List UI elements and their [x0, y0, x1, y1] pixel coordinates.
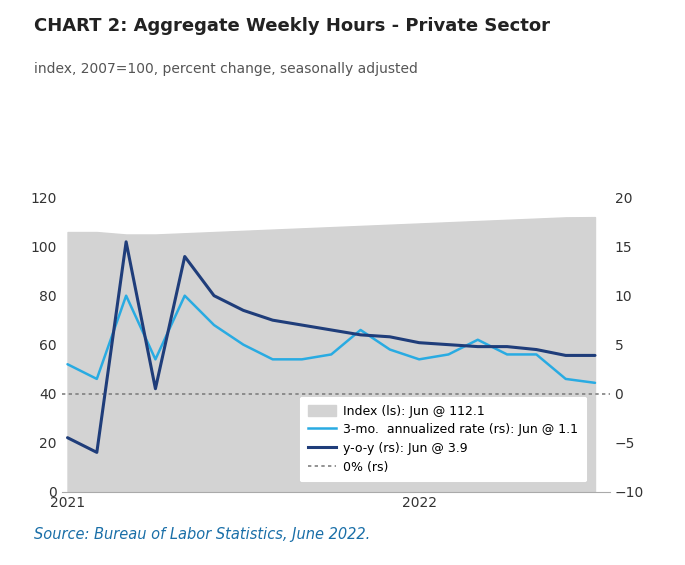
Text: CHART 2: Aggregate Weekly Hours - Private Sector: CHART 2: Aggregate Weekly Hours - Privat…	[34, 17, 550, 35]
Text: index, 2007=100, percent change, seasonally adjusted: index, 2007=100, percent change, seasona…	[34, 62, 418, 76]
Text: Source: Bureau of Labor Statistics, June 2022.: Source: Bureau of Labor Statistics, June…	[34, 527, 371, 542]
Legend: Index (ls): Jun @ 112.1, 3-mo.  annualized rate (rs): Jun @ 1.1, y-o-y (rs): Jun: Index (ls): Jun @ 112.1, 3-mo. annualize…	[299, 396, 587, 483]
